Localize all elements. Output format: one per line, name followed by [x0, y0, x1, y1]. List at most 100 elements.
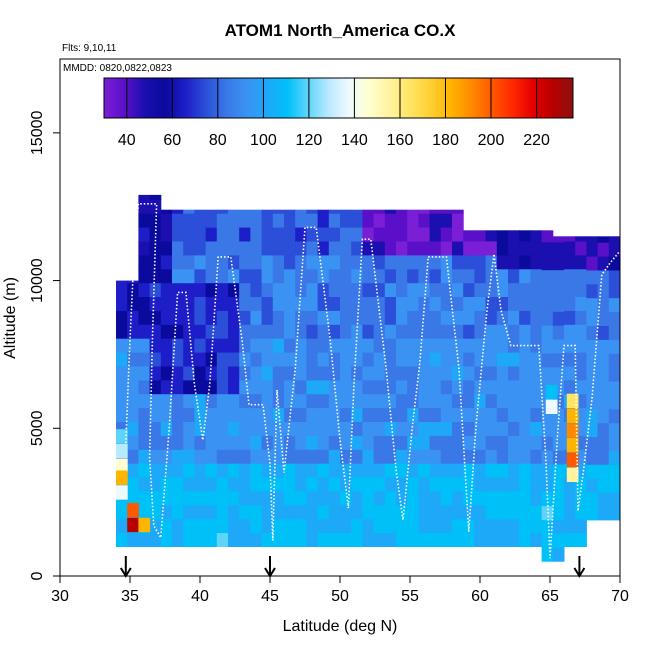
heat-cell: [261, 490, 274, 506]
heat-cell: [597, 492, 610, 507]
heat-cell: [597, 381, 610, 396]
heat-cell: [250, 463, 263, 478]
heat-cell: [172, 463, 184, 478]
heat-cell: [127, 338, 139, 353]
heat-cell: [418, 310, 431, 325]
heat-cell: [272, 504, 285, 520]
heat-cell: [317, 241, 330, 256]
heat-cell: [160, 518, 173, 534]
heat-cell: [183, 463, 195, 478]
heat-cell: [138, 504, 151, 520]
heat-cell: [384, 393, 397, 409]
heat-cell: [597, 408, 610, 424]
heat-cell: [440, 296, 453, 311]
heat-cell: [384, 366, 397, 381]
heat-cell: [541, 436, 554, 451]
heat-cell: [586, 436, 599, 451]
heat-cell: [452, 282, 464, 297]
heat-cell: [149, 407, 162, 422]
heat-cell: [440, 213, 453, 228]
heat-cell: [552, 366, 565, 382]
heat-cell: [228, 435, 240, 450]
heat-cell: [429, 254, 442, 270]
heat-cell: [552, 241, 565, 257]
heat-cell: [160, 254, 173, 270]
heat-cell: [351, 296, 363, 311]
heat-cell: [194, 213, 207, 228]
heat-cell: [340, 518, 352, 534]
axes: 30 35 40 45 50 55 60 65 70 0 5000 10000 15000: [29, 58, 629, 605]
heat-cell: [228, 227, 240, 242]
heat-cell: [306, 366, 319, 381]
heat-cell: [396, 407, 408, 422]
heat-cell: [261, 282, 274, 297]
heat-cell: [519, 230, 531, 242]
heat-cell: [545, 384, 558, 400]
heat-cell: [194, 379, 207, 395]
heat-cell: [440, 254, 453, 270]
heat-cell: [127, 310, 139, 325]
heat-cell: [429, 504, 442, 520]
heat-cell: [508, 366, 520, 381]
heat-cell: [496, 379, 509, 395]
heat-cell: [597, 353, 610, 368]
heat-cell: [284, 209, 296, 214]
heat-cell: [239, 532, 251, 547]
heat-cell: [463, 449, 475, 464]
heat-cell: [239, 490, 251, 506]
heat-cell: [362, 213, 375, 228]
heat-cell: [272, 449, 285, 464]
heat-cell: [239, 209, 251, 214]
heat-cell: [272, 241, 285, 256]
heat-cell: [597, 367, 610, 382]
heat-cell: [116, 393, 128, 409]
heat-cell: [239, 504, 251, 520]
heat-cell: [228, 310, 240, 325]
heat-cell: [216, 241, 229, 256]
heat-cell: [463, 463, 475, 478]
heat-cell: [116, 504, 128, 520]
heat-cell: [586, 242, 599, 257]
heat-cell: [194, 296, 207, 311]
heat-cell: [552, 491, 565, 507]
heat-cell: [429, 435, 442, 450]
heat-cell: [272, 254, 285, 270]
heat-cell: [418, 435, 431, 450]
heat-cell: [564, 379, 576, 395]
heat-cell: [160, 338, 173, 353]
heat-cell: [474, 504, 487, 520]
heat-cell: [564, 532, 576, 547]
heat-cell: [216, 504, 229, 520]
heat-cell: [172, 338, 184, 353]
heat-cell: [272, 532, 285, 547]
heat-cell: [160, 352, 173, 367]
heat-cell: [485, 282, 498, 297]
heat-cell: [317, 209, 330, 214]
flight-track: [125, 203, 621, 559]
heat-cell: [474, 310, 487, 325]
heat-cell: [351, 379, 363, 395]
heat-cell: [194, 366, 207, 381]
heat-cell: [474, 463, 487, 478]
heat-cell: [384, 296, 397, 311]
heat-cell: [160, 379, 173, 395]
heat-cell: [295, 352, 307, 367]
heat-cell: [250, 241, 263, 256]
heat-cell: [396, 379, 408, 395]
heat-cell: [172, 393, 184, 409]
heat-cell: [317, 296, 330, 311]
heat-cell: [160, 310, 173, 325]
heat-cell: [384, 209, 397, 214]
heat-cell: [284, 282, 296, 297]
heat-cell: [216, 209, 229, 214]
heat-cell: [138, 310, 151, 325]
heat-cell: [474, 352, 487, 367]
heat-cell: [519, 296, 531, 311]
heat-cell: [306, 379, 319, 395]
heat-cell: [530, 310, 543, 325]
heat-cell: [373, 254, 386, 270]
heat-cell: [351, 518, 363, 534]
heat-cell: [272, 213, 285, 228]
heat-cell: [328, 532, 341, 547]
heat-cell: [552, 533, 565, 548]
